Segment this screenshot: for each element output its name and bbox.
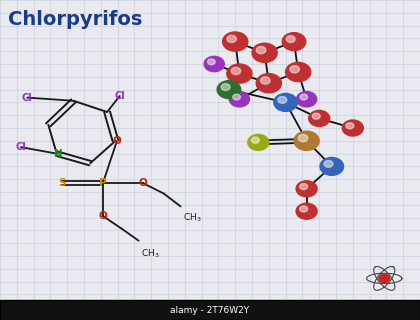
Circle shape (294, 131, 319, 150)
Text: CH$_3$: CH$_3$ (183, 211, 201, 224)
Text: Chlorpyrifos: Chlorpyrifos (8, 10, 143, 28)
Text: P: P (99, 178, 107, 188)
Text: Cl: Cl (22, 92, 33, 103)
Circle shape (227, 35, 236, 43)
Text: S: S (58, 178, 66, 188)
Circle shape (204, 56, 224, 72)
Text: Cl: Cl (16, 142, 26, 152)
Circle shape (252, 43, 277, 62)
Circle shape (290, 66, 299, 73)
Text: O: O (139, 178, 147, 188)
Circle shape (274, 93, 297, 111)
Circle shape (251, 137, 259, 143)
Circle shape (300, 94, 307, 100)
Circle shape (346, 123, 354, 129)
Circle shape (229, 92, 249, 107)
Circle shape (227, 64, 252, 83)
Text: N: N (54, 149, 62, 159)
Text: O: O (113, 136, 121, 147)
Circle shape (342, 120, 363, 136)
Circle shape (256, 74, 281, 93)
Circle shape (297, 92, 317, 107)
Text: Cl: Cl (114, 91, 125, 101)
Circle shape (309, 110, 330, 126)
Circle shape (221, 84, 230, 91)
Circle shape (286, 36, 295, 43)
Circle shape (207, 59, 215, 65)
Circle shape (299, 206, 307, 212)
Circle shape (248, 134, 269, 150)
Circle shape (324, 161, 333, 167)
Text: CH$_3$: CH$_3$ (141, 247, 159, 260)
Circle shape (299, 184, 307, 189)
Circle shape (217, 81, 241, 99)
Circle shape (312, 113, 320, 119)
Circle shape (296, 181, 317, 197)
Circle shape (231, 67, 241, 75)
Circle shape (298, 134, 308, 142)
Circle shape (296, 203, 317, 219)
Circle shape (320, 157, 344, 175)
Text: alamy - 2T76W2Y: alamy - 2T76W2Y (171, 306, 249, 315)
Circle shape (286, 62, 311, 82)
Text: O: O (99, 211, 107, 221)
Circle shape (379, 274, 390, 283)
Circle shape (256, 46, 266, 54)
Circle shape (233, 94, 240, 100)
Circle shape (223, 32, 248, 51)
Circle shape (260, 77, 270, 84)
FancyBboxPatch shape (0, 300, 420, 320)
Circle shape (278, 97, 287, 103)
Circle shape (282, 33, 306, 51)
